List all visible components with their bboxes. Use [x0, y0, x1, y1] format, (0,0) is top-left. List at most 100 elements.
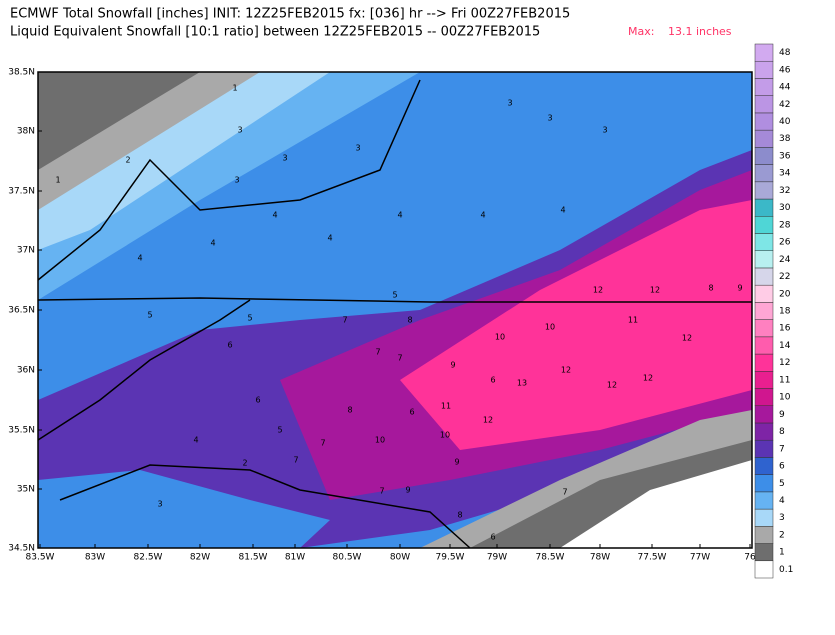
lon-label: 80.5W — [333, 553, 362, 563]
contour-label: 4 — [193, 436, 198, 445]
colorbar-label: 16 — [779, 324, 791, 334]
contour-label: 12 — [682, 334, 692, 343]
colorbar-label: 42 — [779, 100, 790, 110]
contour-label: 3 — [157, 500, 162, 509]
contour-label: 11 — [441, 402, 451, 411]
colorbar-swatch — [754, 95, 774, 114]
colorbar-label: 4 — [779, 496, 785, 506]
colorbar-swatch — [754, 60, 774, 79]
colorbar-label: 2 — [779, 530, 785, 540]
contour-label: 8 — [407, 316, 412, 325]
contour-label: 1 — [232, 84, 237, 93]
colorbar-label: 48 — [779, 48, 791, 58]
lon-label: 83.5W — [26, 553, 55, 563]
contour-label: 3 — [282, 154, 287, 163]
colorbar-label: 12 — [779, 358, 790, 368]
contour-label: 5 — [392, 291, 397, 300]
title-line2: Liquid Equivalent Snowfall [10:1 ratio] … — [10, 25, 540, 40]
lat-label: 35N — [17, 485, 35, 495]
colorbar-label: 14 — [779, 341, 791, 351]
colorbar-label: 26 — [779, 238, 791, 248]
colorbar-swatch — [754, 78, 774, 96]
colorbar-swatch — [754, 284, 774, 303]
contour-label: 7 — [375, 348, 380, 357]
colorbar-label: 0.1 — [779, 565, 793, 575]
colorbar-swatch — [754, 198, 774, 217]
colorbar-swatch — [754, 405, 774, 424]
contour-label: 8 — [457, 511, 462, 520]
colorbar-swatch — [754, 129, 774, 148]
colorbar-label: 30 — [779, 203, 791, 213]
contour-label: 6 — [409, 408, 414, 417]
contour-label: 9 — [450, 361, 455, 370]
contour-label: 4 — [397, 211, 402, 220]
colorbar-label: 11 — [779, 375, 790, 385]
contour-label: 12 — [593, 286, 603, 295]
colorbar-label: 9 — [779, 410, 785, 420]
colorbar-swatch — [754, 353, 774, 372]
contour-label: 11 — [628, 316, 638, 325]
colorbar-label: 32 — [779, 186, 790, 196]
colorbar-label: 34 — [779, 169, 791, 179]
contour-label: 12 — [561, 366, 571, 375]
colorbar-swatch — [754, 216, 774, 234]
colorbar-swatch — [754, 491, 774, 510]
colorbar-label: 3 — [779, 513, 785, 523]
map-fill — [38, 72, 752, 548]
contour-label: 1 — [55, 176, 60, 185]
lon-label: 81.5W — [239, 553, 268, 563]
colorbar-label: 28 — [779, 220, 791, 230]
lat-label: 38N — [17, 127, 35, 137]
colorbar-swatch — [754, 112, 774, 131]
lon-label: 79.5W — [436, 553, 465, 563]
contour-label: 7 — [293, 456, 298, 465]
colorbar-swatch — [754, 543, 774, 562]
colorbar-swatch — [754, 560, 774, 579]
colorbar-swatch — [754, 457, 774, 475]
colorbar-swatch — [754, 422, 774, 441]
lat-label: 37.5N — [8, 187, 35, 197]
contour-label: 7 — [562, 488, 567, 497]
colorbar-swatch — [754, 319, 774, 338]
contour-label: 3 — [355, 144, 360, 153]
contour-label: 3 — [507, 99, 512, 108]
contour-label: 4 — [137, 254, 142, 263]
contour-label: 12 — [643, 374, 653, 383]
colorbar-swatch — [754, 302, 774, 320]
colorbar-label: 40 — [779, 117, 791, 127]
colorbar-swatch — [754, 233, 774, 251]
contour-label: 6 — [490, 376, 495, 385]
colorbar-label: 1 — [779, 548, 785, 558]
colorbar-swatch — [754, 336, 774, 355]
contour-label: 3 — [234, 176, 239, 185]
contour-label: 2 — [125, 156, 130, 165]
colorbar-label: 24 — [779, 255, 791, 265]
colorbar-label: 36 — [779, 151, 791, 161]
contour-label: 10 — [545, 323, 555, 332]
colorbar-swatch — [754, 439, 774, 458]
lat-label: 36N — [17, 366, 35, 376]
lon-label: 79W — [487, 553, 507, 563]
contour-label: 10 — [375, 436, 385, 445]
contour-label: 12 — [607, 381, 617, 390]
lon-label: 83W — [85, 553, 105, 563]
colorbar-swatch — [754, 526, 774, 544]
colorbar-label: 7 — [779, 444, 785, 454]
contour-label: 10 — [495, 333, 505, 342]
contour-label: 4 — [327, 234, 332, 243]
contour-label: 3 — [602, 126, 607, 135]
contour-label: 7 — [397, 354, 402, 363]
colorbar-swatch — [754, 181, 774, 200]
colorbar-label: 38 — [779, 134, 791, 144]
max-label: Max: — [628, 25, 654, 38]
lon-label: 76 — [744, 553, 756, 563]
contour-label: 3 — [237, 126, 242, 135]
contour-label: 6 — [490, 533, 495, 542]
contour-label: 12 — [650, 286, 660, 295]
contour-label: 7 — [342, 316, 347, 325]
contour-label: 12 — [483, 416, 493, 425]
contour-label: 5 — [247, 314, 252, 323]
contour-label: 5 — [147, 311, 152, 320]
contour-label: 9 — [405, 486, 410, 495]
contour-label: 4 — [272, 211, 277, 220]
